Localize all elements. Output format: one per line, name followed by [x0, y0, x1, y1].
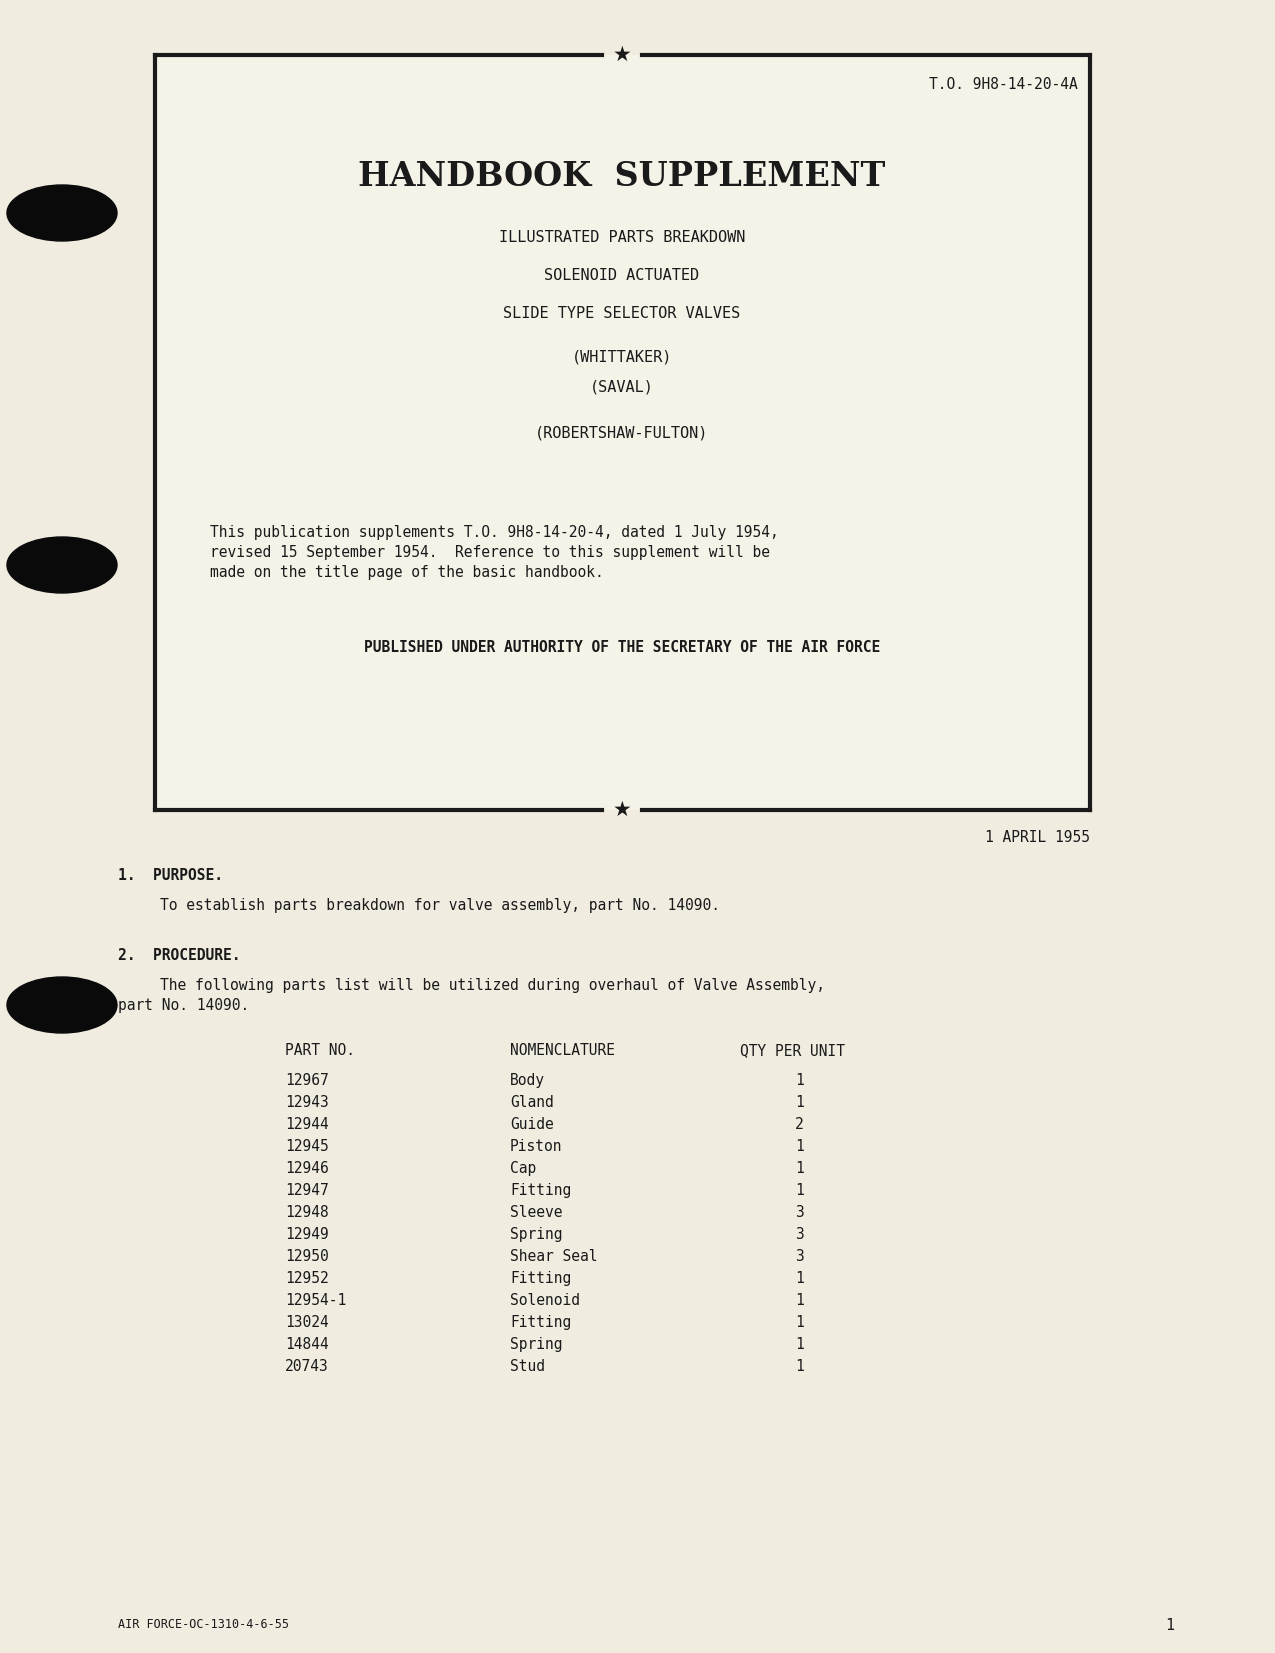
Text: This publication supplements T.O. 9H8-14-20-4, dated 1 July 1954,: This publication supplements T.O. 9H8-14… — [210, 526, 779, 541]
Text: 3: 3 — [796, 1205, 803, 1220]
Text: 1.  PURPOSE.: 1. PURPOSE. — [119, 868, 223, 883]
Text: 3: 3 — [796, 1250, 803, 1265]
Text: (ROBERTSHAW-FULTON): (ROBERTSHAW-FULTON) — [536, 425, 709, 440]
Text: 1: 1 — [796, 1094, 803, 1111]
Text: 1: 1 — [796, 1184, 803, 1198]
Text: PUBLISHED UNDER AUTHORITY OF THE SECRETARY OF THE AIR FORCE: PUBLISHED UNDER AUTHORITY OF THE SECRETA… — [363, 640, 880, 655]
Text: part No. 14090.: part No. 14090. — [119, 998, 249, 1013]
Text: Body: Body — [510, 1073, 544, 1088]
Text: PART NO.: PART NO. — [286, 1043, 354, 1058]
Text: Solenoid: Solenoid — [510, 1293, 580, 1308]
Bar — [156, 55, 1090, 810]
Text: Guide: Guide — [510, 1117, 553, 1132]
Text: 13024: 13024 — [286, 1316, 329, 1331]
Text: SLIDE TYPE SELECTOR VALVES: SLIDE TYPE SELECTOR VALVES — [504, 306, 741, 321]
Text: 12967: 12967 — [286, 1073, 329, 1088]
Text: HANDBOOK  SUPPLEMENT: HANDBOOK SUPPLEMENT — [358, 160, 886, 193]
Text: Cap: Cap — [510, 1160, 537, 1175]
Ellipse shape — [6, 977, 117, 1033]
Text: made on the title page of the basic handbook.: made on the title page of the basic hand… — [210, 565, 604, 580]
Text: 1: 1 — [796, 1293, 803, 1308]
Text: 2: 2 — [796, 1117, 803, 1132]
Text: 12952: 12952 — [286, 1271, 329, 1286]
Text: 1: 1 — [796, 1139, 803, 1154]
Text: 12945: 12945 — [286, 1139, 329, 1154]
Text: T.O. 9H8-14-20-4A: T.O. 9H8-14-20-4A — [929, 78, 1077, 93]
Text: 1: 1 — [796, 1316, 803, 1331]
Text: 1: 1 — [796, 1073, 803, 1088]
Text: QTY PER UNIT: QTY PER UNIT — [740, 1043, 845, 1058]
Text: 12954-1: 12954-1 — [286, 1293, 347, 1308]
Text: ★: ★ — [612, 800, 631, 820]
Text: 3: 3 — [796, 1227, 803, 1241]
Text: Sleeve: Sleeve — [510, 1205, 562, 1220]
Text: Piston: Piston — [510, 1139, 562, 1154]
Text: Gland: Gland — [510, 1094, 553, 1111]
Text: Stud: Stud — [510, 1359, 544, 1374]
Text: Fitting: Fitting — [510, 1316, 571, 1331]
Text: (SAVAL): (SAVAL) — [590, 380, 654, 395]
Ellipse shape — [6, 537, 117, 593]
Text: 1: 1 — [796, 1337, 803, 1352]
Text: Spring: Spring — [510, 1227, 562, 1241]
Text: 1: 1 — [796, 1359, 803, 1374]
Text: 1: 1 — [796, 1160, 803, 1175]
Text: 20743: 20743 — [286, 1359, 329, 1374]
Text: 12946: 12946 — [286, 1160, 329, 1175]
Text: 12947: 12947 — [286, 1184, 329, 1198]
Text: The following parts list will be utilized during overhaul of Valve Assembly,: The following parts list will be utilize… — [159, 979, 825, 993]
Ellipse shape — [6, 185, 117, 241]
Text: NOMENCLATURE: NOMENCLATURE — [510, 1043, 615, 1058]
Text: Spring: Spring — [510, 1337, 562, 1352]
Text: SOLENOID ACTUATED: SOLENOID ACTUATED — [544, 268, 700, 283]
Text: 12944: 12944 — [286, 1117, 329, 1132]
Text: revised 15 September 1954.  Reference to this supplement will be: revised 15 September 1954. Reference to … — [210, 545, 770, 560]
Text: 12950: 12950 — [286, 1250, 329, 1265]
Text: ILLUSTRATED PARTS BREAKDOWN: ILLUSTRATED PARTS BREAKDOWN — [499, 230, 745, 245]
Text: AIR FORCE-OC-1310-4-6-55: AIR FORCE-OC-1310-4-6-55 — [119, 1618, 289, 1632]
Text: 12949: 12949 — [286, 1227, 329, 1241]
Text: Shear Seal: Shear Seal — [510, 1250, 598, 1265]
Text: Fitting: Fitting — [510, 1184, 571, 1198]
Text: Fitting: Fitting — [510, 1271, 571, 1286]
Text: 2.  PROCEDURE.: 2. PROCEDURE. — [119, 949, 241, 964]
Text: 12948: 12948 — [286, 1205, 329, 1220]
Text: 1 APRIL 1955: 1 APRIL 1955 — [986, 830, 1090, 845]
Text: 12943: 12943 — [286, 1094, 329, 1111]
Text: 1: 1 — [796, 1271, 803, 1286]
Text: (WHITTAKER): (WHITTAKER) — [571, 350, 672, 365]
Text: 14844: 14844 — [286, 1337, 329, 1352]
Text: ★: ★ — [612, 45, 631, 64]
Text: To establish parts breakdown for valve assembly, part No. 14090.: To establish parts breakdown for valve a… — [159, 898, 720, 912]
Text: 1: 1 — [1165, 1618, 1174, 1633]
